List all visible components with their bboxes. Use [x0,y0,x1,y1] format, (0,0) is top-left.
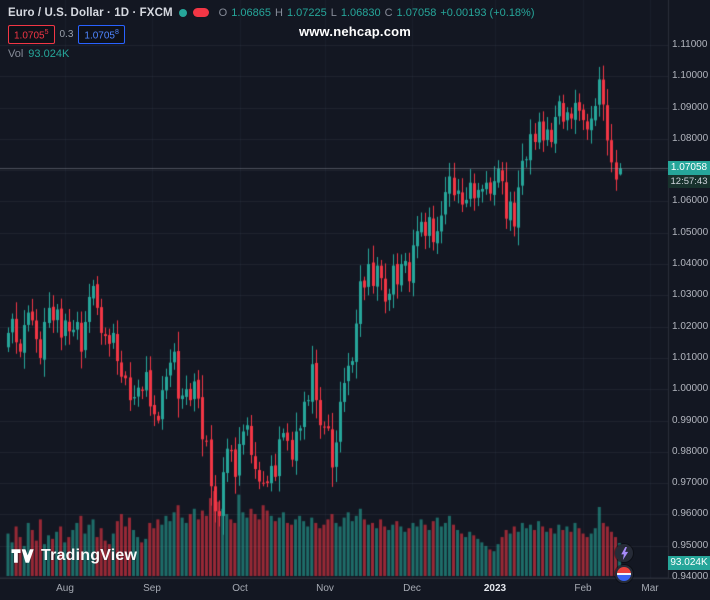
price-tick-label: 1.02000 [672,320,709,332]
high-value: 1.07225 [286,6,327,19]
price-tick-label: 1.01000 [672,351,709,363]
sell-price-button[interactable]: 1.07055 [8,25,55,44]
close-value: 1.07058 [396,6,437,19]
close-label: C [384,6,393,19]
price-tick-label: 1.04000 [672,258,709,270]
buy-price-value: 1.0705 [84,30,115,42]
price-tick-label: 0.96000 [672,508,709,520]
time-tick-label: Mar [641,583,659,594]
legend-panel: Euro / U.S. Dollar · 1D · FXCM O 1.06865 … [8,5,535,60]
price-tick-label: 0.95000 [672,539,709,551]
time-tick-label: 2023 [483,583,507,594]
time-tick-label: Nov [316,583,334,594]
watermark-text: www.nehcap.com [298,24,412,39]
price-tick-label: 1.09000 [672,101,709,113]
volume-axis-badge: 93.024K [668,556,710,570]
time-tick-label: Oct [232,583,248,594]
buy-price-button[interactable]: 1.07058 [78,25,125,44]
price-tick-label: 1.11000 [672,39,708,50]
time-tick-label: Feb [574,583,592,594]
time-tick-label: Dec [403,583,421,594]
volume-value: 93.024K [28,48,70,60]
last-price-badge: 1.07058 [668,161,710,175]
price-axis[interactable]: 1.11000 1.10000 1.09000 1.08000 1.06000 1.050… [668,0,710,582]
price-tick-label: 1.03000 [672,289,709,301]
record-icon [617,567,631,581]
volume-label: Vol [8,48,24,60]
sell-price-fraction: 5 [44,29,49,37]
time-axis[interactable]: Aug Sep Oct Nov Dec 2023 Feb Mar [0,579,710,600]
price-tick-label: 1.10000 [672,70,709,82]
tradingview-logo-icon [11,549,34,563]
low-label: L [330,6,337,19]
change-value: +0.00193 (+0.18%) [440,6,535,19]
price-tick-label: 0.98000 [672,445,709,457]
price-tick-label: 1.08000 [672,132,709,144]
record-pill-icon[interactable] [192,8,209,17]
buy-price-fraction: 8 [115,29,119,37]
time-tick-label: Aug [56,583,74,594]
ohlc-readout: O 1.06865 H 1.07225 L 1.06830 C 1.07058 +0.0… [219,7,535,19]
price-tick-label: 0.99000 [672,414,709,426]
open-label: O [218,6,228,19]
open-value: 1.06865 [231,6,271,19]
market-status-icon [178,8,187,17]
tradingview-logo-text: TradingView [41,547,138,564]
symbol-title[interactable]: Euro / U.S. Dollar · 1D · FXCM [8,6,173,19]
sell-price-value: 1.0705 [14,30,45,42]
spread-value: 0.3 [59,29,74,40]
price-tick-label: 1.00000 [672,383,709,395]
quick-action-button[interactable] [615,544,633,562]
low-value: 1.06830 [340,6,381,19]
price-tick-label: 1.06000 [672,195,709,207]
tradingview-logo[interactable]: TradingView [10,546,137,566]
price-tick-label: 0.97000 [672,477,709,489]
record-button[interactable] [615,565,633,583]
lightning-icon [620,546,628,560]
price-tick-label: 1.05000 [672,226,709,238]
time-tick-label: Sep [143,583,161,594]
price-tick-label: 0.94000 [672,571,709,582]
bar-countdown: 12:57:43 [668,175,710,188]
high-label: H [274,6,283,19]
